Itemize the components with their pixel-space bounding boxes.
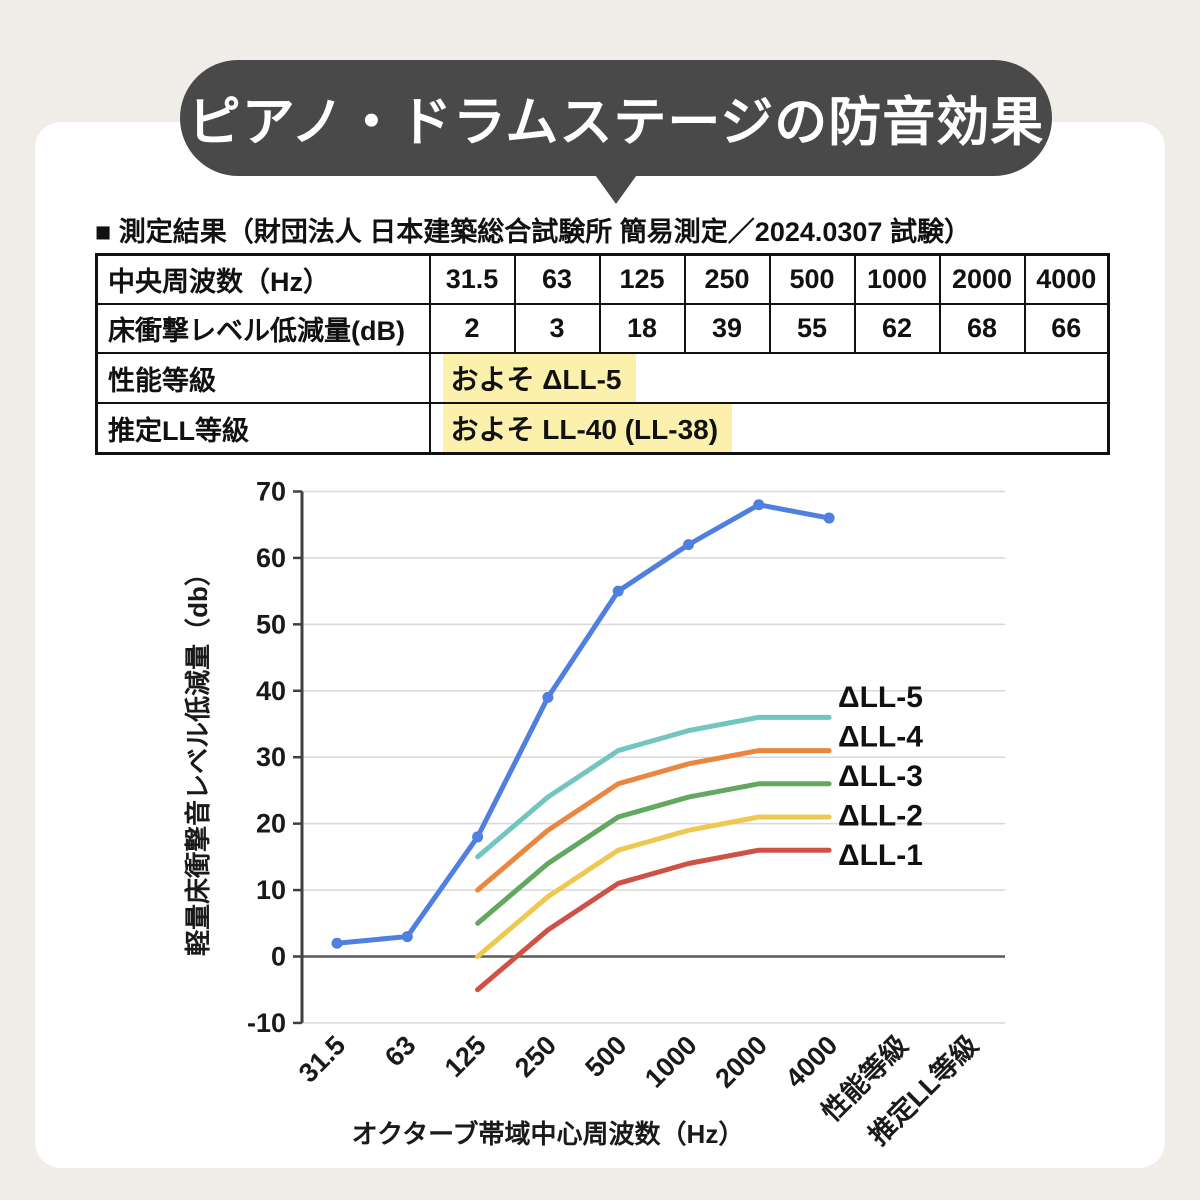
series-line-delta-LL-4	[475, 748, 832, 893]
data-point	[472, 831, 484, 843]
row-label: 中央周波数（Hz）	[95, 253, 431, 305]
table-cell: 125	[598, 253, 686, 305]
x-tick-label: 1000	[639, 1030, 703, 1094]
y-tick-label: 60	[256, 543, 286, 573]
x-axis-title: オクターブ帯域中心周波数（Hz）	[352, 1119, 745, 1149]
y-tick-label: 70	[256, 476, 286, 506]
line-label-delta-LL-2: ΔLL-2	[838, 800, 923, 833]
table-cell: 250	[683, 253, 771, 305]
table-row: 中央周波数（Hz） 31.5 63 125 250 500 1000 2000 4000	[95, 253, 1110, 305]
data-point	[753, 499, 765, 511]
x-tick-label: 31.5	[293, 1030, 351, 1088]
data-point	[683, 539, 694, 551]
line-label-delta-LL-3: ΔLL-3	[838, 760, 923, 793]
table-cell: およそ LL-40 (LL-38)	[428, 402, 1110, 455]
y-tick-label: -10	[247, 1008, 286, 1038]
line-label-delta-LL-5: ΔLL-5	[838, 681, 923, 714]
highlighted-value: およそ ΔLL-5	[442, 354, 636, 402]
x-tick-label: 2000	[709, 1030, 773, 1094]
series-line-delta-LL-2	[475, 814, 832, 959]
y-tick-label: 50	[256, 609, 286, 639]
table-cell: 1000	[853, 253, 941, 305]
table-row: 床衝撃レベル低減量(dB) 2 3 18 39 55 62 68 66	[95, 303, 1110, 354]
y-tick-label: 20	[256, 809, 286, 839]
row-label: 床衝撃レベル低減量(dB)	[95, 303, 431, 354]
y-tick-label: 40	[256, 676, 286, 706]
highlighted-value: およそ LL-40 (LL-38)	[442, 404, 733, 452]
table-cell: 62	[853, 303, 941, 354]
y-tick-label: 0	[271, 942, 286, 972]
series-line-delta-LL-1	[475, 847, 832, 993]
series-line-measured	[334, 502, 832, 946]
table-cell: 68	[938, 303, 1026, 354]
x-tick-label: 4000	[780, 1030, 844, 1094]
series-line-delta-LL-5	[475, 714, 832, 860]
x-tick-label: 500	[579, 1030, 632, 1083]
table-cell: 31.5	[428, 253, 516, 305]
line-label-delta-LL-1: ΔLL-1	[838, 839, 923, 872]
table-cell: 39	[683, 303, 771, 354]
table-row: 推定LL等級 およそ LL-40 (LL-38)	[95, 402, 1110, 455]
table-cell: 2	[428, 303, 516, 354]
table-cell: 63	[513, 253, 601, 305]
table-cell: 3	[513, 303, 601, 354]
table-cell: およそ ΔLL-5	[428, 352, 1110, 404]
data-point	[331, 937, 343, 949]
table-cell: 4000	[1023, 253, 1110, 305]
data-point	[612, 585, 624, 597]
data-point	[823, 512, 835, 524]
table-cell: 66	[1023, 303, 1110, 354]
table-row: 性能等級 およそ ΔLL-5	[95, 352, 1110, 404]
table-cell: 18	[598, 303, 686, 354]
measurement-table: 中央周波数（Hz） 31.5 63 125 250 500 1000 2000 4000 床衝撃レ…	[95, 253, 1110, 455]
x-tick-label: 125	[439, 1030, 492, 1083]
y-axis-title: 軽量床衝撃音レベル低減量（db）	[183, 560, 213, 956]
data-point	[401, 931, 413, 943]
table-cell: 500	[768, 253, 856, 305]
table-cell: 55	[768, 303, 856, 354]
line-label-delta-LL-4: ΔLL-4	[838, 721, 923, 754]
y-tick-label: 10	[256, 875, 286, 905]
x-tick-label: 250	[509, 1030, 562, 1083]
page-title: ピアノ・ドラムステージの防音効果	[187, 93, 1045, 152]
table-cell: 2000	[938, 253, 1026, 305]
row-label: 推定LL等級	[95, 402, 431, 455]
title-bubble: ピアノ・ドラムステージの防音効果	[180, 60, 1052, 176]
y-tick-label: 30	[256, 742, 286, 772]
x-tick-label: 63	[379, 1030, 421, 1072]
row-label: 性能等級	[95, 352, 431, 404]
series-line-delta-LL-3	[475, 781, 832, 926]
data-point	[542, 691, 554, 703]
section-heading: ■ 測定結果（財団法人 日本建築総合試験所 簡易測定／2024.0307 試験）	[95, 217, 971, 247]
